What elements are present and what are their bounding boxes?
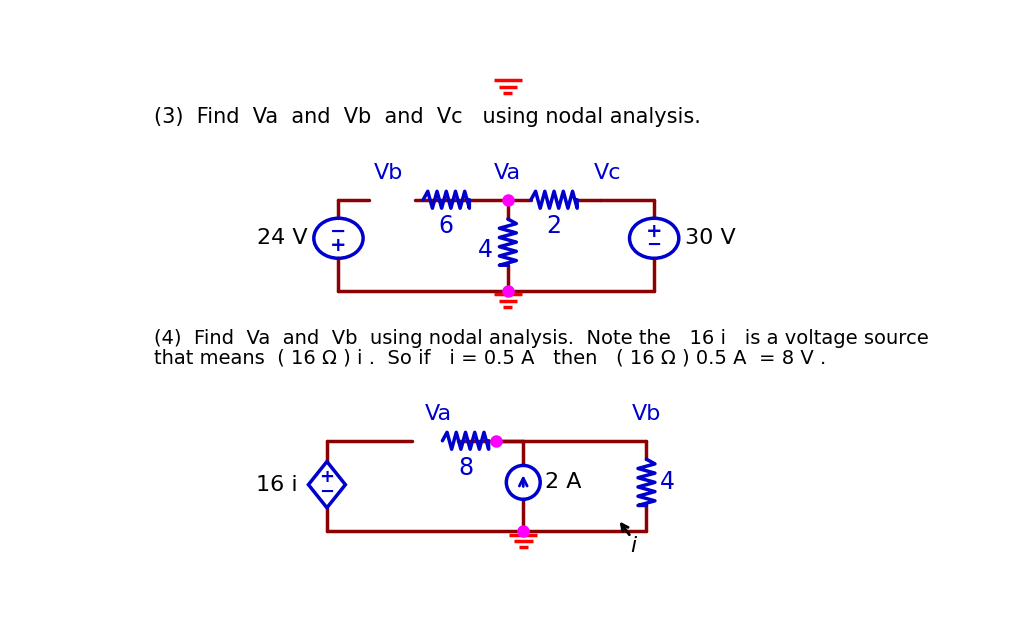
Text: 24 V: 24 V <box>257 228 307 248</box>
Text: (4)  Find  Va  and  Vb  using nodal analysis.  Note the   16 i   is a voltage so: (4) Find Va and Vb using nodal analysis.… <box>154 329 929 348</box>
Text: 2: 2 <box>547 214 561 237</box>
Text: Va: Va <box>425 404 453 424</box>
Text: +: + <box>319 468 335 486</box>
Text: 8: 8 <box>458 456 473 480</box>
Text: −: − <box>646 236 662 254</box>
Text: 4: 4 <box>660 470 675 494</box>
Text: Vc: Vc <box>594 163 622 183</box>
Text: Vb: Vb <box>374 163 403 183</box>
Text: that means  ( 16 Ω ) i .  So if   i = 0.5 A   then   ( 16 Ω ) 0.5 A  = 8 V .: that means ( 16 Ω ) i . So if i = 0.5 A … <box>154 348 826 367</box>
Text: 6: 6 <box>438 214 454 237</box>
Text: +: + <box>646 222 663 241</box>
Text: 2 A: 2 A <box>545 472 582 493</box>
Text: (3)  Find  Va  and  Vb  and  Vc   using nodal analysis.: (3) Find Va and Vb and Vc using nodal an… <box>154 107 700 126</box>
Text: −: − <box>319 484 335 501</box>
Text: −: − <box>331 222 347 241</box>
Text: 30 V: 30 V <box>685 228 735 248</box>
Text: 4: 4 <box>477 238 493 262</box>
Text: Va: Va <box>495 163 521 183</box>
Text: Vb: Vb <box>632 404 662 424</box>
Text: i: i <box>631 537 637 556</box>
Text: 16 i: 16 i <box>256 475 298 494</box>
Text: +: + <box>330 235 347 255</box>
